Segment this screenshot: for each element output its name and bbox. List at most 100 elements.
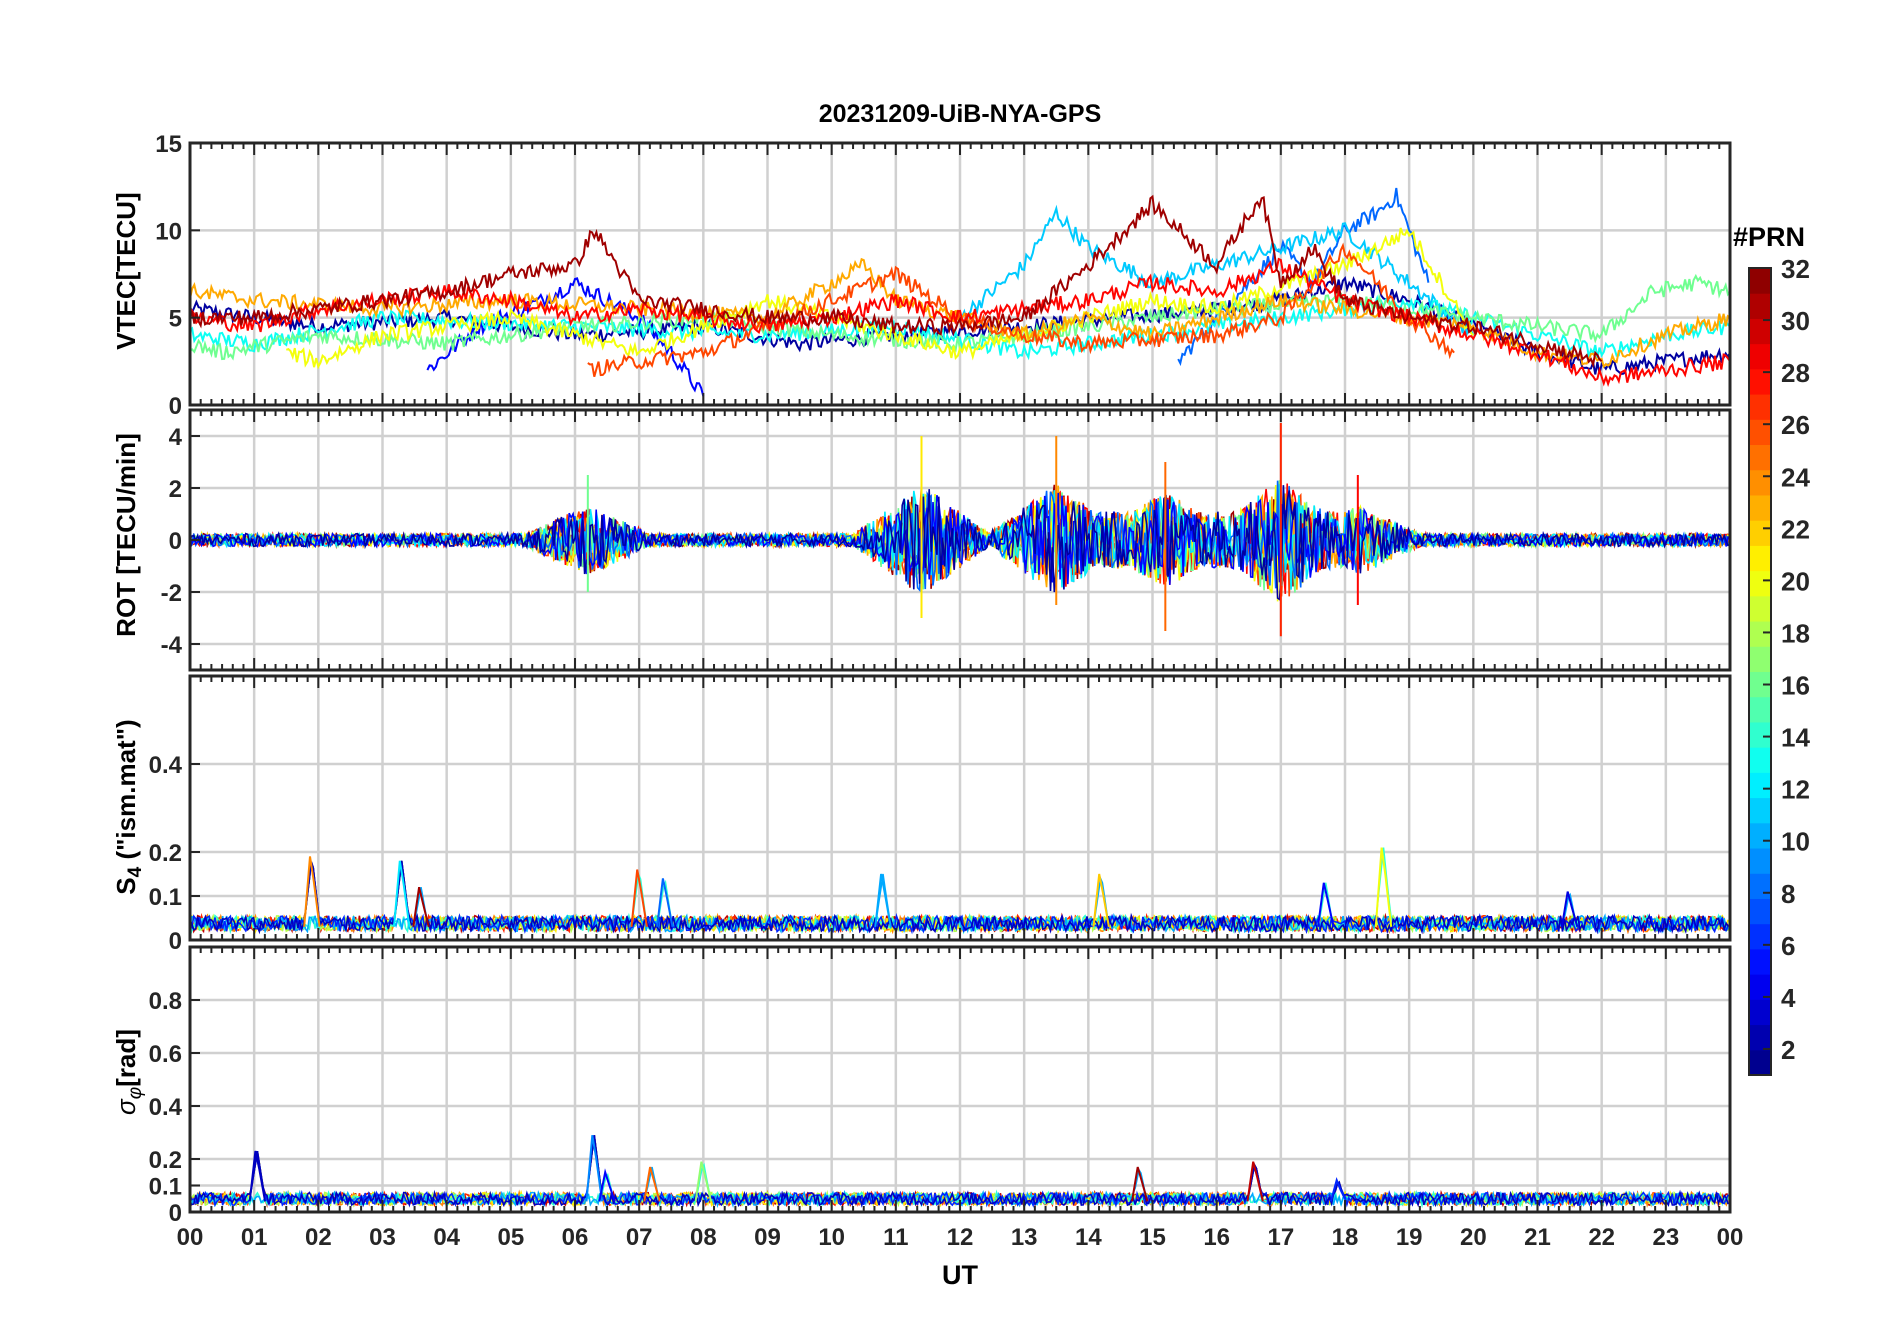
s4-data <box>190 847 1729 935</box>
x-tick-label: 10 <box>818 1224 845 1251</box>
sigma_phi-peak <box>694 1161 712 1202</box>
colorbar-segment <box>1749 671 1771 698</box>
x-tick-label: 14 <box>1075 1224 1102 1251</box>
sigma-label-main: σ <box>111 1099 141 1115</box>
colorbar-segment <box>1749 494 1771 521</box>
colorbar-tick-label: 18 <box>1781 618 1810 648</box>
colorbar-segment <box>1749 343 1771 370</box>
colorbar-segment <box>1749 747 1771 773</box>
colorbar-tick-label: 30 <box>1781 306 1810 336</box>
colorbar-segment <box>1749 822 1771 849</box>
colorbar-tick-label: 16 <box>1781 671 1810 701</box>
sigma_phi-y-tick-label: 0.8 <box>149 988 182 1015</box>
sigma_phi-y-tick-label: 0.1 <box>149 1174 182 1201</box>
x-tick-label: 06 <box>562 1224 589 1251</box>
colorbar-segment <box>1749 1049 1771 1076</box>
sigma_phi-y-tick-label: 0.6 <box>149 1041 182 1068</box>
rot-y-tick-label: -4 <box>161 632 183 659</box>
x-tick-label: 08 <box>690 1224 717 1251</box>
sigma_phi-y-tick-label: 0.2 <box>149 1147 182 1174</box>
colorbar-segment <box>1749 873 1771 899</box>
colorbar-tick-label: 28 <box>1781 358 1810 388</box>
s4-peak <box>874 873 892 927</box>
sigma-label-rest: [rad] <box>111 1029 141 1087</box>
rot-y-tick-label: 0 <box>169 528 182 555</box>
sigma_phi-peak <box>1329 1177 1348 1202</box>
x-tick-label: 13 <box>1011 1224 1038 1251</box>
vtec-data <box>190 187 1730 397</box>
vtec-grid <box>188 141 1732 407</box>
sigma_phi-grid <box>188 947 1732 1214</box>
colorbar-segment <box>1749 696 1771 723</box>
colorbar-tick-label: 8 <box>1781 879 1795 909</box>
s4-series-prn-3 <box>190 860 1729 935</box>
x-tick-label: 22 <box>1588 1224 1615 1251</box>
x-tick-label: 19 <box>1396 1224 1423 1251</box>
s4-label-sub: 4 <box>125 866 147 878</box>
x-tick-label: 00 <box>1717 1224 1744 1251</box>
sigma-label-sub: φ <box>125 1086 147 1100</box>
x-tick-label: 20 <box>1460 1224 1487 1251</box>
vtec-y-tick-label: 0 <box>169 393 182 420</box>
colorbar-segment <box>1749 595 1771 622</box>
vtec-series-prn-2 <box>190 275 1730 376</box>
x-tick-label: 07 <box>626 1224 653 1251</box>
colorbar-frame <box>1748 267 1772 1076</box>
colorbar-segment <box>1749 974 1771 1000</box>
colorbar-segment <box>1749 772 1771 799</box>
s4-peak <box>1092 873 1110 927</box>
s4-peak <box>656 878 674 927</box>
rot-y-tick-label: -2 <box>161 580 182 607</box>
x-tick-label: 01 <box>241 1224 268 1251</box>
x-tick-label: 09 <box>754 1224 781 1251</box>
rot-data <box>190 423 1729 637</box>
s4-y-tick-label: 0 <box>169 928 182 955</box>
colorbar-segment <box>1749 469 1771 496</box>
colorbar-segment <box>1749 848 1771 874</box>
x-tick-label: 15 <box>1139 1224 1166 1251</box>
colorbar-segment <box>1749 293 1771 319</box>
s4-peak <box>393 860 411 927</box>
sigma_phi-x-ticks <box>189 947 1731 1212</box>
colorbar-tick-label: 12 <box>1781 775 1810 805</box>
x-tick-label: 23 <box>1652 1224 1679 1251</box>
x-tick-label: 04 <box>433 1224 460 1251</box>
colorbar-segment <box>1749 948 1771 975</box>
x-tick-label: 11 <box>883 1224 908 1251</box>
rot-x-ticks <box>189 410 1731 670</box>
vtec-series-prn-11 <box>959 204 1475 338</box>
colorbar-segment <box>1749 520 1771 546</box>
x-tick-label: 12 <box>947 1224 974 1251</box>
sigma_phi-peak <box>1131 1166 1149 1202</box>
s4-grid <box>188 676 1732 942</box>
vtec-x-ticks <box>189 143 1731 405</box>
panel-rot: -4 -2 0 2 4 <box>161 408 1732 672</box>
s4-peak <box>1317 882 1335 928</box>
colorbar-title: #PRN <box>1733 222 1806 252</box>
s4-y-tick-label: 0.4 <box>149 752 183 779</box>
colorbar-segment <box>1749 646 1771 672</box>
x-tick-label: 02 <box>305 1224 332 1251</box>
x-axis-label: UT <box>942 1260 978 1290</box>
x-tick-label: 00 <box>177 1224 204 1251</box>
colorbar-tick-label: 14 <box>1781 723 1810 753</box>
s4-peak <box>412 886 430 928</box>
colorbar-segment <box>1749 923 1771 950</box>
s4-peak <box>303 856 321 927</box>
colorbar-tick-label: 10 <box>1781 827 1810 857</box>
s4-label-main: S <box>111 877 141 895</box>
x-tick-label: 21 <box>1524 1224 1551 1251</box>
colorbar-segment <box>1749 444 1771 471</box>
panel-vtec: 0 5 10 15 <box>155 131 1732 420</box>
colorbar-segment <box>1749 898 1771 925</box>
colorbar-tick-label: 24 <box>1781 462 1810 492</box>
colorbar-segment <box>1749 419 1771 446</box>
s4-label-rest: ("ism.mat") <box>111 719 141 867</box>
colorbar-segment <box>1749 368 1771 395</box>
colorbar-tick-label: 2 <box>1781 1035 1795 1065</box>
s4-series-prn-14 <box>190 847 1729 935</box>
sigma_phi-peak <box>1246 1161 1264 1202</box>
colorbar-segment <box>1749 318 1771 345</box>
colorbar-segment <box>1749 570 1771 597</box>
